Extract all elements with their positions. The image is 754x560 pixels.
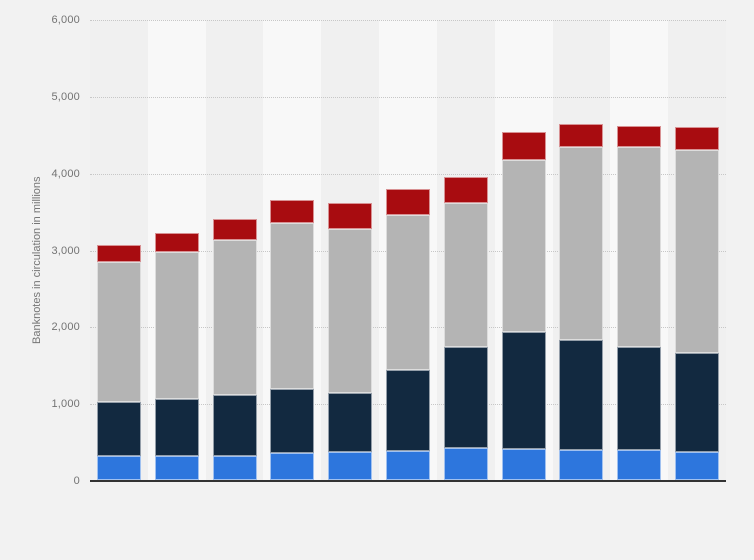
bar-9-segment-red[interactable] <box>559 123 604 147</box>
y-tick-label: 3,000 <box>51 244 80 257</box>
x-axis-line <box>90 480 726 482</box>
y-tick-label: 1,000 <box>51 398 80 411</box>
bar-6-segment-gray[interactable] <box>386 215 430 371</box>
bar-2-segment-blue[interactable] <box>154 455 199 480</box>
gridline-5000 <box>90 96 726 98</box>
bar-5-segment-red[interactable] <box>328 203 373 230</box>
bar-6-segment-red[interactable] <box>386 189 430 216</box>
bar-10-segment-blue[interactable] <box>617 450 662 480</box>
bar-8-segment-red[interactable] <box>501 132 546 161</box>
bar-3-segment-blue[interactable] <box>212 455 257 480</box>
bar-9-segment-navy[interactable] <box>559 339 604 451</box>
bar-4-segment-gray[interactable] <box>270 223 315 390</box>
bar-2-segment-navy[interactable] <box>154 399 199 456</box>
bar-2-segment-red[interactable] <box>154 233 199 253</box>
bar-5-segment-gray[interactable] <box>328 229 373 393</box>
bar-7-segment-blue[interactable] <box>443 448 488 480</box>
bar-4-segment-blue[interactable] <box>270 453 315 480</box>
bar-3-segment-red[interactable] <box>212 218 257 240</box>
bar-group-8 <box>501 132 546 480</box>
bar-group-9 <box>559 123 604 480</box>
bar-group-11 <box>675 126 720 480</box>
bar-group-5 <box>328 203 373 480</box>
bar-11-segment-navy[interactable] <box>675 353 720 452</box>
bar-10-segment-gray[interactable] <box>617 147 662 348</box>
bar-1-segment-navy[interactable] <box>96 402 141 457</box>
gridline-4000 <box>90 173 726 175</box>
y-axis-title: Banknotes in circulation in millions <box>31 176 43 344</box>
bar-1-segment-red[interactable] <box>96 244 141 262</box>
bar-7-segment-gray[interactable] <box>443 202 488 348</box>
bar-3-segment-gray[interactable] <box>212 239 257 396</box>
bar-group-7 <box>443 176 488 480</box>
bar-4-segment-navy[interactable] <box>270 389 315 454</box>
bar-group-3 <box>212 218 257 480</box>
bar-11-segment-gray[interactable] <box>675 149 720 354</box>
bar-8-segment-navy[interactable] <box>501 331 546 449</box>
bar-3-segment-navy[interactable] <box>212 395 257 456</box>
bar-group-1 <box>96 244 141 480</box>
bar-8-segment-blue[interactable] <box>501 448 546 480</box>
bar-10-segment-navy[interactable] <box>617 347 662 451</box>
y-tick-label: 6,000 <box>51 14 80 26</box>
y-tick-label: 5,000 <box>51 90 80 103</box>
bar-group-10 <box>617 125 662 480</box>
bar-10-segment-red[interactable] <box>617 125 662 148</box>
y-tick-label: 4,000 <box>51 167 80 180</box>
bar-8-segment-gray[interactable] <box>501 160 546 332</box>
y-tick-label: 0 <box>73 475 80 487</box>
bar-7-segment-navy[interactable] <box>443 347 488 449</box>
bar-9-segment-blue[interactable] <box>559 450 604 480</box>
bar-5-segment-navy[interactable] <box>328 392 373 452</box>
bar-1-segment-blue[interactable] <box>96 456 141 480</box>
bar-11-segment-red[interactable] <box>675 126 720 150</box>
bar-group-6 <box>386 189 430 480</box>
y-tick-label: 2,000 <box>51 321 80 334</box>
bar-9-segment-gray[interactable] <box>559 146 604 340</box>
bar-group-2 <box>154 233 199 480</box>
bar-2-segment-gray[interactable] <box>154 252 199 400</box>
bar-group-4 <box>270 199 315 480</box>
gridline-6000 <box>90 20 726 21</box>
bar-5-segment-blue[interactable] <box>328 451 373 480</box>
bar-7-segment-red[interactable] <box>443 176 488 203</box>
bar-6-segment-blue[interactable] <box>386 450 430 480</box>
bar-4-segment-red[interactable] <box>270 199 315 223</box>
bar-1-segment-gray[interactable] <box>96 261 141 403</box>
bar-6-segment-navy[interactable] <box>386 370 430 451</box>
bar-11-segment-blue[interactable] <box>675 451 720 480</box>
